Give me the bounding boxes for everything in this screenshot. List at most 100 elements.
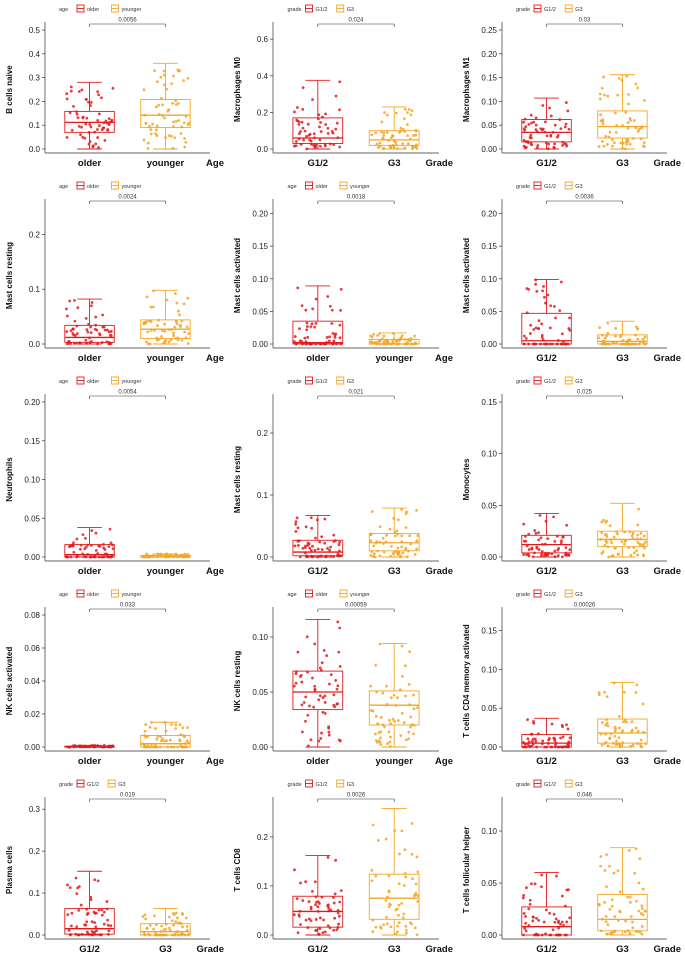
- data-point: [313, 325, 317, 329]
- data-point: [411, 877, 414, 881]
- data-point: [641, 702, 645, 706]
- data-point: [566, 727, 570, 731]
- data-point: [410, 852, 414, 856]
- data-point: [296, 526, 300, 530]
- data-point: [154, 128, 158, 132]
- data-point: [304, 719, 307, 723]
- data-point: [321, 710, 325, 714]
- data-point: [178, 738, 182, 742]
- data-point: [563, 125, 567, 129]
- data-point: [629, 119, 633, 122]
- data-point: [89, 898, 93, 901]
- data-point: [71, 327, 75, 331]
- data-point: [597, 903, 601, 906]
- data-point: [561, 735, 565, 739]
- data-point: [397, 921, 401, 925]
- data-point: [565, 523, 569, 527]
- data-point: [170, 919, 174, 923]
- data-point: [309, 919, 313, 922]
- data-point: [541, 289, 545, 293]
- data-point: [415, 855, 419, 859]
- data-point: [617, 736, 621, 740]
- data-point: [174, 119, 178, 123]
- data-point: [83, 923, 86, 927]
- data-point: [144, 917, 148, 921]
- data-point: [338, 900, 342, 904]
- y-tick-label: 0.0: [29, 145, 41, 154]
- data-point: [564, 553, 568, 557]
- data-point: [531, 555, 535, 559]
- data-point: [316, 547, 320, 551]
- y-tick-label: 0.3: [29, 805, 41, 814]
- data-point: [96, 879, 100, 883]
- pvalue-label: 0.033: [120, 603, 136, 609]
- data-point: [303, 336, 307, 340]
- data-point: [173, 292, 177, 296]
- data-point: [332, 339, 336, 343]
- data-point: [96, 119, 100, 122]
- data-point: [313, 880, 317, 884]
- data-point: [300, 703, 304, 707]
- legend-title: grade: [516, 782, 530, 788]
- data-point: [610, 932, 613, 936]
- data-point: [371, 930, 375, 933]
- data-point: [606, 94, 610, 98]
- legend-label-1: G3: [575, 592, 582, 598]
- data-point: [369, 684, 373, 688]
- data-point: [630, 720, 634, 724]
- data-point: [598, 92, 602, 96]
- data-point: [632, 119, 636, 122]
- data-point: [157, 103, 161, 107]
- data-point: [522, 120, 526, 124]
- data-point: [387, 874, 391, 878]
- data-point: [313, 688, 317, 692]
- data-point: [528, 898, 532, 902]
- data-point: [533, 882, 537, 886]
- data-point: [162, 69, 166, 73]
- y-tick-label: 0.15: [481, 627, 497, 636]
- data-point: [336, 702, 339, 706]
- y-axis-label: Plasma cells: [5, 845, 14, 894]
- data-point: [566, 743, 569, 746]
- x-tick-label: G3: [616, 158, 629, 169]
- data-point: [385, 340, 389, 343]
- data-point: [597, 693, 601, 697]
- data-point: [568, 736, 572, 740]
- data-point: [339, 287, 343, 291]
- data-point: [608, 524, 612, 527]
- data-point: [400, 711, 404, 715]
- data-point: [327, 906, 331, 910]
- data-point: [558, 309, 562, 312]
- data-point: [406, 111, 409, 114]
- data-point: [326, 547, 329, 550]
- y-axis-label: Mast cells activated: [462, 238, 471, 313]
- data-point: [413, 926, 417, 930]
- data-point: [522, 911, 526, 915]
- data-point: [401, 551, 405, 555]
- data-point: [414, 882, 418, 886]
- data-point: [627, 102, 630, 106]
- data-point: [615, 739, 618, 743]
- boxplot-svg: age older younger 0.00 0.05 0.10 0.15 0.20 Mast …: [233, 181, 453, 364]
- y-tick-label: 0.10: [481, 450, 497, 459]
- data-point: [102, 126, 106, 130]
- data-point: [612, 681, 616, 685]
- y-tick-label: 0.20: [24, 398, 40, 407]
- data-point: [171, 101, 174, 105]
- data-point: [66, 913, 70, 917]
- data-point: [617, 552, 620, 556]
- data-point: [610, 904, 614, 908]
- data-point: [627, 849, 631, 852]
- data-point: [100, 908, 104, 912]
- data-point: [608, 907, 612, 911]
- data-point: [185, 739, 189, 743]
- data-point: [385, 684, 388, 688]
- data-point: [69, 85, 73, 89]
- data-point: [629, 553, 633, 557]
- legend-title: grade: [59, 782, 73, 788]
- data-point: [611, 144, 614, 148]
- data-point: [172, 120, 175, 124]
- chart-panel: grade G1/2 G3 0.00 0.05 0.10 0.15 T cells CD4 m…: [457, 585, 685, 775]
- data-point: [312, 132, 316, 136]
- data-point: [95, 128, 99, 131]
